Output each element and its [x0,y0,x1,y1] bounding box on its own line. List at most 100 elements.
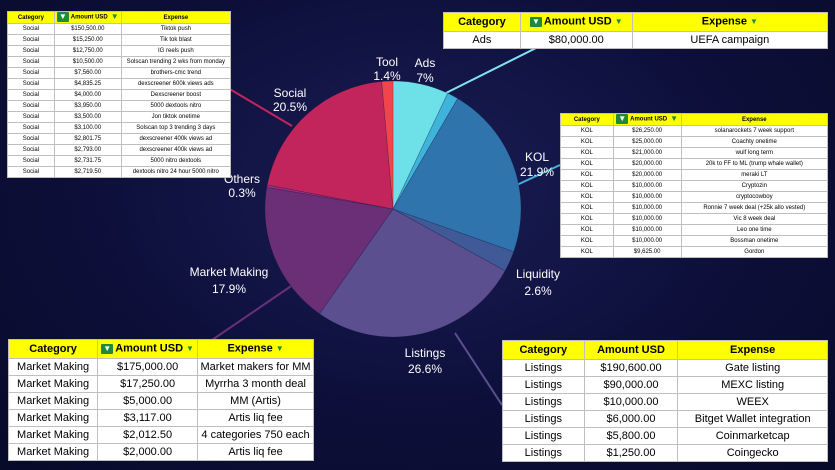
amount-cell: $26,250.00 [612,125,682,137]
dropdown-icon[interactable]: ▼ [750,17,758,27]
slice-label-social: Social [274,86,307,100]
amount-header[interactable]: ▼ Amount USD ▼ [53,11,122,24]
expense-cell: Leo one time [680,224,829,236]
category-cell: Social [7,56,55,68]
category-cell: Ads [443,31,521,49]
filter-icon[interactable]: ▼ [56,12,69,23]
expense-cell: wulf long term [680,147,829,159]
category-cell: KOL [560,158,614,170]
category-cell: Market Making [7,409,99,427]
pie-slice-listings [319,208,506,338]
category-cell: Market Making [7,426,99,444]
leader-line [227,87,293,127]
amount-header[interactable]: ▼ Amount USD ▼ [97,339,199,359]
expense-header[interactable]: Expense ▼ [631,12,829,32]
expense-cell: Myrrha 3 month deal [197,375,314,393]
amount-cell: $5,800.00 [583,427,679,445]
category-header: Category [502,340,585,360]
slice-percent-kol: 21.9% [520,165,554,179]
expense-cell: Artis liq fee [197,409,314,427]
table-row: Market Making $5,000.00 MM (Artis) [7,392,314,410]
table-row: Social $3,500.00 Jon tiktok onetime [7,111,232,123]
expense-cell: Solscan top 3 trending 3 days [120,122,232,134]
amount-cell: $2,801.75 [53,133,122,145]
table-row: Listings $1,250.00 Coingecko [502,444,828,462]
expense-cell: Coachty onetime [680,136,829,148]
expense-cell: cryptocowboy [680,191,829,203]
dropdown-icon[interactable]: ▼ [186,344,194,354]
expense-cell: Artis liq fee [197,443,314,461]
table-row: KOL $25,000.00 Coachty onetime [560,136,829,148]
amount-cell: $15,250.00 [53,34,122,46]
table-row: Market Making $3,117.00 Artis liq fee [7,409,314,427]
amount-cell: $21,000.00 [612,147,682,159]
expense-cell: Bitget Wallet integration [677,410,828,428]
expense-cell: Ronnie 7 week deal (+25k allo vested) [680,202,829,214]
expense-cell: dextools nitro 24 hour 5000 nitro [120,166,232,178]
expense-cell: 4 categories 750 each [197,426,314,444]
table-row: Social $15,250.00 Tik tok blast [7,34,232,46]
amount-cell: $80,000.00 [519,31,633,49]
slice-percent-social: 20.5% [273,100,307,114]
category-cell: KOL [560,191,614,203]
category-cell: Social [7,78,55,90]
table-row: Social $2,801.75 dexscreener 400k views ad [7,133,232,145]
amount-cell: $150,500.00 [53,23,122,35]
category-cell: KOL [560,147,614,159]
category-cell: Social [7,155,55,167]
table-row: KOL $10,000.00 Ronnie 7 week deal (+25k al… [560,202,829,214]
table-row: KOL $10,000.00 Bossman onetime [560,235,829,247]
category-cell: KOL [560,213,614,225]
amount-cell: $2,793.00 [53,144,122,156]
filter-icon[interactable]: ▼ [529,16,542,27]
expense-cell: UEFA campaign [631,31,829,49]
amount-cell: $10,000.00 [612,235,682,247]
amount-cell: $3,100.00 [53,122,122,134]
dropdown-icon[interactable]: ▼ [670,114,679,124]
table-row: Listings $5,800.00 Coinmarketcap [502,427,828,445]
amount-cell: $10,500.00 [53,56,122,68]
amount-header[interactable]: ▼ Amount USD ▼ [519,12,633,32]
pie-slice-liquidity [392,208,515,272]
filter-icon[interactable]: ▼ [616,114,629,125]
category-cell: KOL [560,235,614,247]
table-row: Social $3,100.00 Solscan top 3 trending 3 … [7,122,232,134]
amount-header[interactable]: ▼ Amount USD ▼ [612,113,682,126]
expense-cell: Bossman onetime [680,235,829,247]
amount-cell: $12,750.00 [53,45,122,57]
expense-cell: MEXC listing [677,376,828,394]
expense-cell: dexscreener 400k views ad [120,144,232,156]
table-row: Listings $90,000.00 MEXC listing [502,376,828,394]
category-cell: KOL [560,202,614,214]
leader-line [211,279,301,341]
category-header: Category [7,339,99,359]
table-row: KOL $10,000.00 Leo one time [560,224,829,236]
table-row: Listings $190,600.00 Gate listing [502,359,828,377]
amount-cell: $17,250.00 [97,375,199,393]
amount-cell: $9,625.00 [612,246,682,258]
amount-cell: $7,560.00 [53,67,122,79]
expense-cell: Dexscreener boost [120,89,232,101]
expense-cell: solanarockets 7 week support [680,125,829,137]
table-row: Market Making $2,012.50 4 categories 750 e… [7,426,314,444]
pie-slice-tool [381,80,394,210]
category-cell: Market Making [7,375,99,393]
dropdown-icon[interactable]: ▼ [614,17,623,27]
amount-cell: $2,719.50 [53,166,122,178]
expense-cell: Gate listing [677,359,828,377]
amount-cell: $10,000.00 [612,224,682,236]
table-row: Social $12,750.00 IG reels push [7,45,232,57]
amount-cell: $5,000.00 [97,392,199,410]
category-header: Category [7,11,55,24]
amount-cell: $3,950.00 [53,100,122,112]
amount-cell: $3,500.00 [53,111,122,123]
expense-cell: 20k to FF to ML (trump whale wallet) [680,158,829,170]
expense-cell: 5000 nitro dextools [120,155,232,167]
dropdown-icon[interactable]: ▼ [110,12,119,22]
expense-cell: Vic 8 week deal [680,213,829,225]
filter-icon[interactable]: ▼ [101,343,114,354]
category-cell: KOL [560,180,614,192]
dropdown-icon[interactable]: ▼ [275,344,284,354]
category-cell: Social [7,166,55,178]
expense-header[interactable]: Expense ▼ [197,339,314,359]
